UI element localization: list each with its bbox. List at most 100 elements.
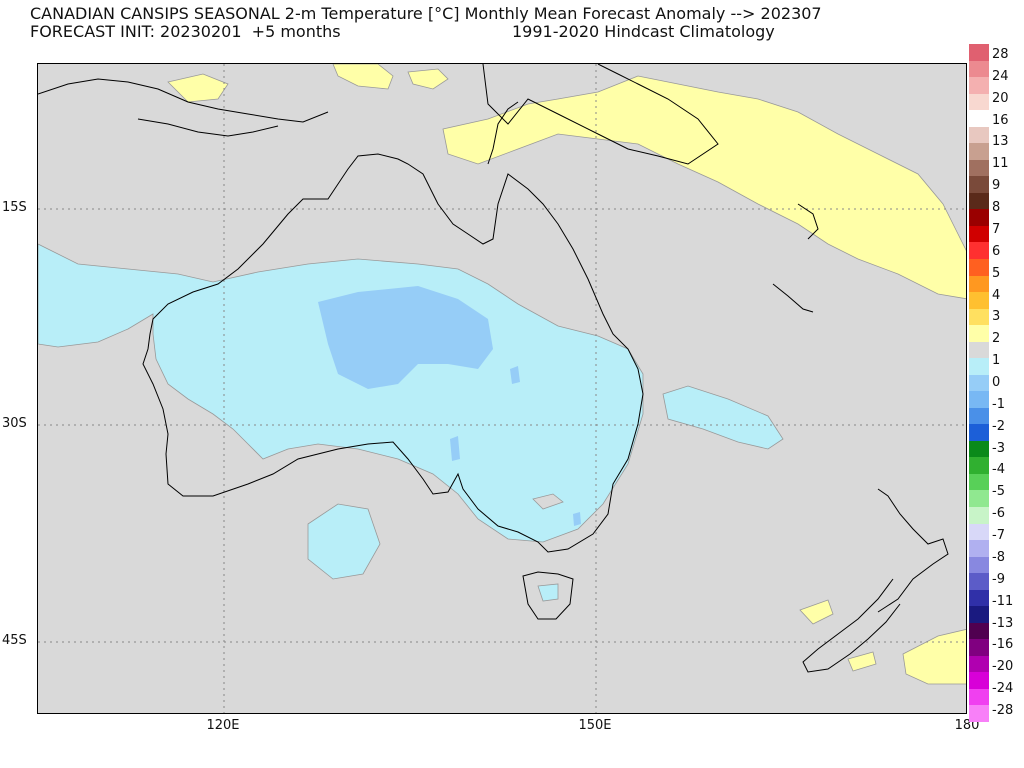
colorbar-label: -6 <box>992 506 1005 522</box>
colorbar-cell <box>969 688 989 706</box>
colorbar-cell <box>969 341 989 359</box>
colorbar-cell <box>969 126 989 144</box>
coastlines <box>38 64 949 673</box>
colorbar-cell <box>969 225 989 243</box>
colorbar-cell <box>969 374 989 392</box>
colorbar-cell <box>969 473 989 491</box>
cool-region-central <box>318 286 493 389</box>
colorbar-label: -13 <box>992 615 1014 631</box>
warm-region-topleft-patch <box>167 73 229 103</box>
colorbar-label: -8 <box>992 549 1005 565</box>
colorbar-cell <box>969 176 989 194</box>
coast-new-guinea <box>482 64 719 165</box>
warm-region-newzealand-b <box>847 651 877 672</box>
colorbar-cell <box>969 523 989 541</box>
coast-tasmania <box>522 571 574 620</box>
colorbar-cell <box>969 60 989 78</box>
map-canvas <box>38 64 966 713</box>
colorbar-label: -3 <box>992 440 1005 456</box>
gridlines <box>38 64 966 713</box>
colorbar-cell <box>969 457 989 475</box>
coast-indonesia <box>38 78 329 123</box>
colorbar-label: 11 <box>992 156 1009 172</box>
neutral-patches <box>532 493 564 510</box>
warm-region-newzealand-a <box>799 599 834 625</box>
colorbar-cell <box>969 143 989 161</box>
colorbar-label: -4 <box>992 462 1005 478</box>
coast-indonesia-b <box>137 118 279 137</box>
colorbar-cell <box>969 490 989 508</box>
colorbar-cell <box>969 325 989 343</box>
colorbar-label: 5 <box>992 265 1001 281</box>
colorbar-cell <box>969 242 989 260</box>
colorbar-cell <box>969 573 989 591</box>
coast-new-zealand-north <box>877 488 949 613</box>
neutral-patch-south-coast <box>532 493 564 510</box>
colorbar-cell <box>969 292 989 310</box>
colorbar-label: 1 <box>992 353 1001 369</box>
anomaly-map <box>37 63 967 714</box>
lat-label-15s: 15S <box>2 200 27 215</box>
colorbar-label: -2 <box>992 418 1005 434</box>
cool-region-tasman-ellipse <box>662 385 784 450</box>
colorbar-label: 7 <box>992 221 1001 237</box>
cool-region-small-a <box>510 366 520 384</box>
cool-region-small-c <box>573 512 581 526</box>
chart-title: CANADIAN CANSIPS SEASONAL 2-m Temperatur… <box>30 4 822 23</box>
colorbar-cell <box>969 258 989 276</box>
colorbar-cell <box>969 391 989 409</box>
warm-region-southeast <box>902 629 966 685</box>
colorbar-cell <box>969 540 989 558</box>
colorbar-label: -9 <box>992 571 1005 587</box>
climatology-label: 1991-2020 Hindcast Climatology <box>512 22 775 41</box>
colorbar-label: 0 <box>992 375 1001 390</box>
lat-label-30s: 30S <box>2 416 27 431</box>
colorbar-label: -20 <box>992 659 1014 675</box>
colorbar-label: 16 <box>992 112 1009 128</box>
colorbar-label: 24 <box>992 68 1009 84</box>
colorbar-label: -1 <box>992 396 1005 412</box>
warm-region-top-small <box>407 68 449 90</box>
colorbar-cell <box>969 705 989 723</box>
colorbar-cell <box>969 440 989 458</box>
forecast-init: FORECAST INIT: 20230201 +5 months <box>30 22 341 41</box>
lon-label-120e: 120E <box>206 718 240 733</box>
coast-new-caledonia <box>772 283 814 313</box>
colorbar-cell <box>969 77 989 95</box>
colorbar-cell <box>969 672 989 690</box>
colorbar-label: 6 <box>992 243 1001 259</box>
cool-region-australia <box>38 243 644 543</box>
colorbar-label: 2 <box>992 331 1001 347</box>
colorbar-cell <box>969 655 989 673</box>
coast-australia <box>142 153 644 553</box>
colorbar-label: 4 <box>992 287 1001 303</box>
colorbar-cell <box>969 622 989 640</box>
colorbar-cell <box>969 275 989 293</box>
colorbar-label: 9 <box>992 178 1001 194</box>
colorbar-label: -16 <box>992 637 1014 653</box>
colorbar-label: 28 <box>992 46 1009 62</box>
colorbar-label: -28 <box>992 703 1014 719</box>
lat-label-45s: 45S <box>2 633 27 648</box>
coast-islands-east <box>797 203 819 240</box>
colorbar-label: -5 <box>992 484 1005 500</box>
colorbar-label: 20 <box>992 90 1009 106</box>
cool-anomaly-stronger <box>318 286 581 526</box>
colorbar-label: -7 <box>992 528 1005 544</box>
colorbar-label: 3 <box>992 309 1001 325</box>
coast-new-zealand-south <box>802 578 901 673</box>
colorbar-label: -11 <box>992 593 1014 609</box>
colorbar-cell <box>969 407 989 425</box>
lon-label-150e: 150E <box>578 718 612 733</box>
colorbar-cell <box>969 606 989 624</box>
colorbar-cell <box>969 589 989 607</box>
cool-region-tasmania <box>537 583 559 602</box>
colorbar-cell <box>969 358 989 376</box>
coast-cape-york <box>487 101 519 165</box>
colorbar-cell <box>969 507 989 525</box>
colorbar-cell <box>969 93 989 111</box>
colorbar-cell <box>969 192 989 210</box>
colorbar-cell <box>969 639 989 657</box>
colorbar-cell <box>969 159 989 177</box>
colorbar-cell <box>969 44 989 61</box>
